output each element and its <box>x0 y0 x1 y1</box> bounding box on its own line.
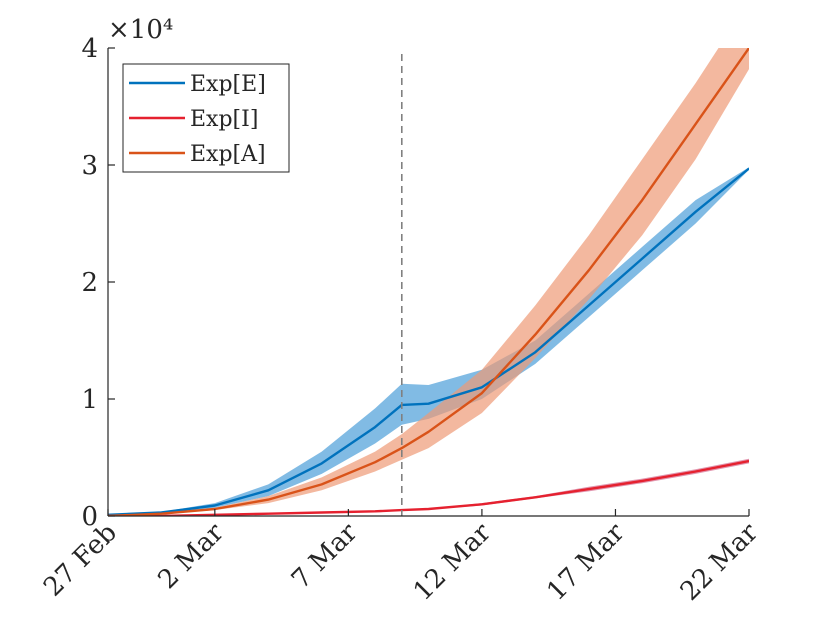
x-tick-label: 17 Mar <box>541 517 630 606</box>
legend-entry-label: Exp[I] <box>190 107 258 132</box>
y-tick-label: 4 <box>81 34 98 64</box>
series-line-e <box>108 167 749 516</box>
series-line-i <box>108 459 749 516</box>
x-tick-label: 7 Mar <box>286 517 364 595</box>
y-tick-label: 3 <box>81 151 98 181</box>
x-tick-label: 2 Mar <box>152 517 230 595</box>
y-tick-label: 0 <box>81 502 98 532</box>
series-lines <box>108 48 749 516</box>
x-tick-label: 12 Mar <box>408 517 497 606</box>
band-a <box>108 48 749 516</box>
series-line-a <box>108 48 749 516</box>
x-tick-label: 22 Mar <box>675 517 764 606</box>
y-exponent-label: ×10⁴ <box>108 15 173 45</box>
confidence-bands <box>108 48 749 516</box>
y-tick-label: 1 <box>81 385 98 415</box>
legend-entry-label: Exp[A] <box>190 142 266 167</box>
y-tick-label: 2 <box>81 268 98 298</box>
legend-entry-label: Exp[E] <box>190 72 266 97</box>
legend: Exp[E] Exp[I] Exp[A] <box>122 63 290 173</box>
